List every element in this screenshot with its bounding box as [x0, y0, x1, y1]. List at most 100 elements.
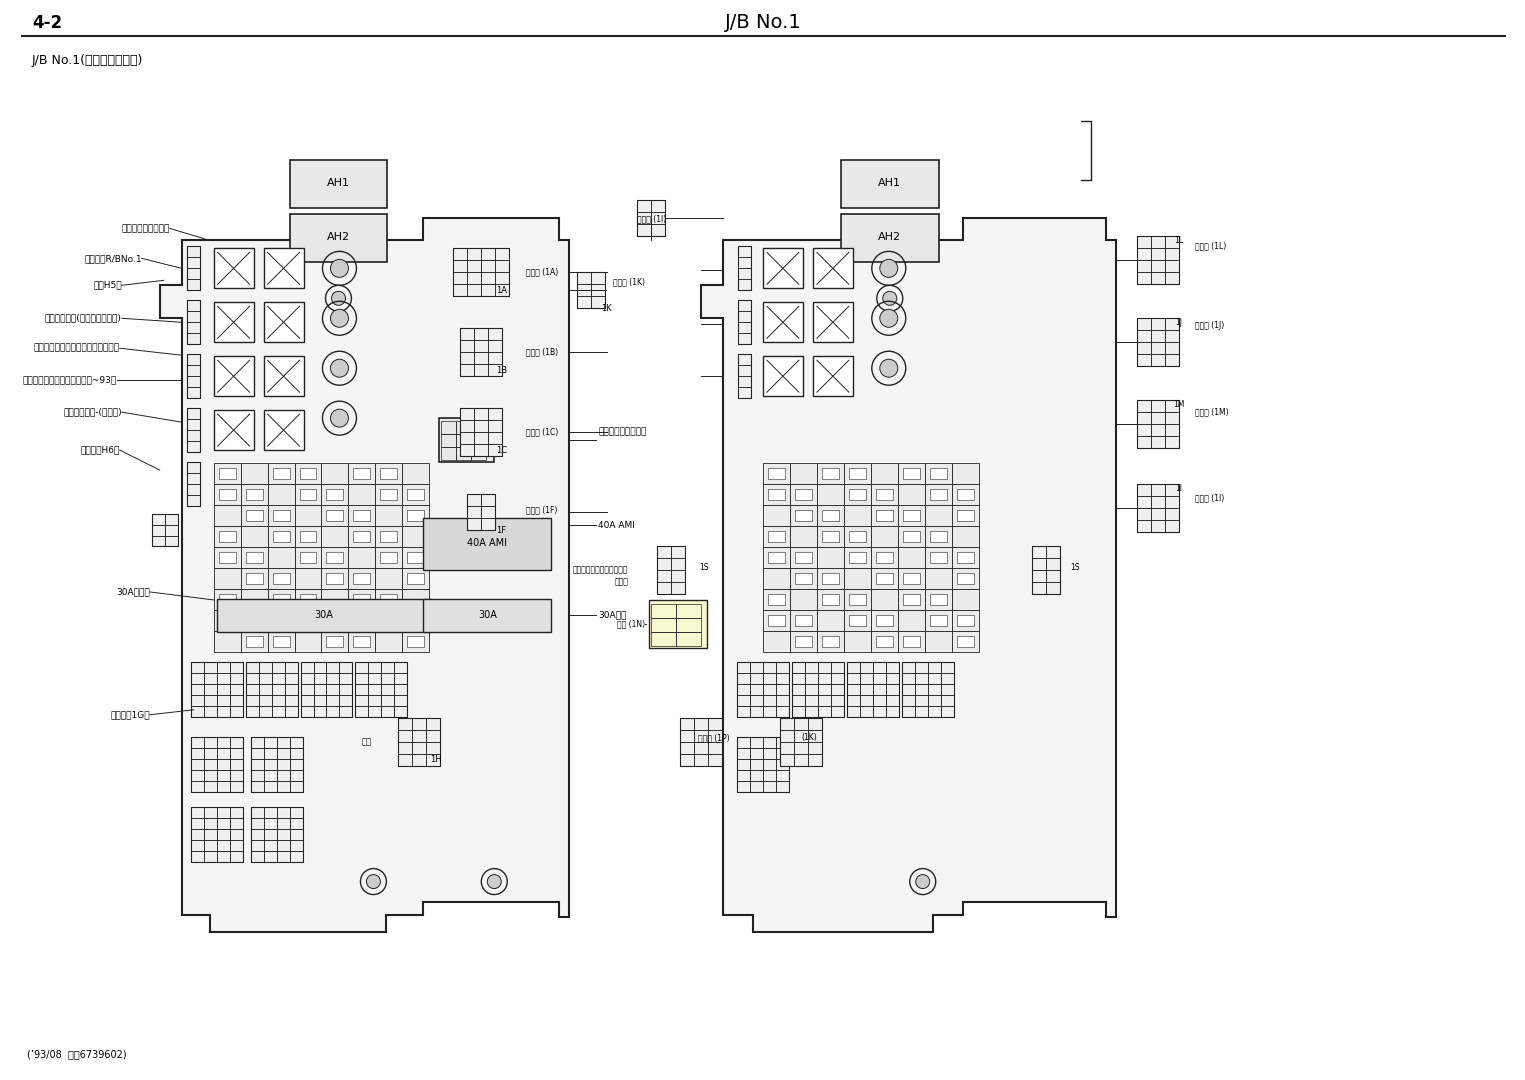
Bar [750, 748, 762, 759]
Text: J/B No.1(右カウルサイド): J/B No.1(右カウルサイド) [32, 54, 143, 67]
Bar [871, 546, 898, 568]
Bar [290, 759, 302, 770]
Bar [790, 484, 817, 505]
Bar [872, 673, 886, 685]
Bar [441, 447, 456, 460]
Circle shape [488, 875, 502, 889]
Bar [941, 696, 953, 706]
Bar [817, 505, 843, 526]
Text: 乳白色 (1C): 乳白色 (1C) [526, 428, 558, 436]
Bar [750, 759, 762, 770]
Bar [750, 662, 762, 673]
Bar [795, 636, 811, 647]
Bar [217, 770, 230, 781]
Bar [348, 546, 375, 568]
Bar [151, 513, 178, 546]
Bar [779, 730, 795, 742]
Bar [276, 851, 290, 862]
Bar [326, 615, 343, 626]
Bar [790, 610, 817, 631]
Bar [375, 526, 403, 546]
Bar [271, 673, 285, 685]
Bar [188, 462, 200, 507]
Bar [1046, 582, 1060, 594]
Bar [762, 706, 776, 717]
Bar [738, 388, 752, 399]
Bar [952, 463, 979, 484]
Bar [831, 673, 843, 685]
Bar [843, 610, 871, 631]
Text: 乳白色 (1M): 乳白色 (1M) [1196, 407, 1229, 417]
Bar [676, 604, 702, 618]
Bar [762, 248, 802, 288]
Bar [299, 468, 317, 480]
Bar [395, 696, 407, 706]
Bar [241, 505, 267, 526]
Bar [738, 354, 752, 365]
Bar [1046, 546, 1060, 558]
Bar [322, 526, 348, 546]
Bar [151, 525, 165, 536]
Bar [1165, 342, 1179, 354]
Bar [294, 505, 322, 526]
Text: カセットR/BNo.1: カセットR/BNo.1 [84, 254, 142, 262]
Bar [314, 685, 326, 696]
Bar [790, 505, 817, 526]
Bar [218, 552, 235, 563]
Bar [860, 685, 872, 696]
Bar [250, 748, 264, 759]
Bar [808, 730, 822, 742]
Bar [791, 696, 805, 706]
Bar [241, 568, 267, 589]
Bar [276, 759, 290, 770]
Text: 30Aドア: 30Aドア [598, 610, 627, 620]
Bar [930, 594, 947, 605]
Bar [273, 594, 290, 605]
Bar [369, 673, 381, 685]
Bar [300, 706, 314, 717]
Bar [762, 696, 776, 706]
Bar [326, 489, 343, 500]
Bar [188, 365, 200, 376]
Bar [285, 685, 297, 696]
Bar [326, 636, 343, 647]
Bar [340, 662, 352, 673]
Bar [671, 546, 685, 558]
Bar [340, 673, 352, 685]
Bar [188, 300, 200, 311]
Bar [488, 420, 502, 432]
Bar [849, 615, 866, 626]
Bar [903, 531, 920, 542]
Bar [875, 489, 892, 500]
Bar [218, 594, 235, 605]
Bar [395, 662, 407, 673]
Bar [322, 610, 348, 631]
Bar [738, 300, 752, 311]
Bar [779, 718, 795, 730]
Bar [326, 510, 343, 521]
Bar [738, 334, 752, 345]
Bar [901, 673, 915, 685]
Circle shape [880, 259, 898, 278]
Bar [355, 662, 369, 673]
Bar [218, 615, 235, 626]
Bar [340, 685, 352, 696]
Bar [348, 610, 375, 631]
Bar [214, 526, 241, 546]
Bar [871, 526, 898, 546]
Bar [250, 840, 264, 851]
Bar [467, 507, 482, 518]
Bar [708, 730, 721, 742]
Bar [467, 494, 496, 530]
Bar [369, 706, 381, 717]
Bar [1165, 413, 1179, 424]
Bar [204, 840, 217, 851]
Bar [795, 615, 811, 626]
Bar [290, 770, 302, 781]
Bar [250, 807, 264, 819]
Bar [776, 673, 788, 685]
Bar [817, 673, 831, 685]
Bar [267, 546, 294, 568]
Bar [637, 201, 651, 213]
Bar [762, 302, 802, 342]
